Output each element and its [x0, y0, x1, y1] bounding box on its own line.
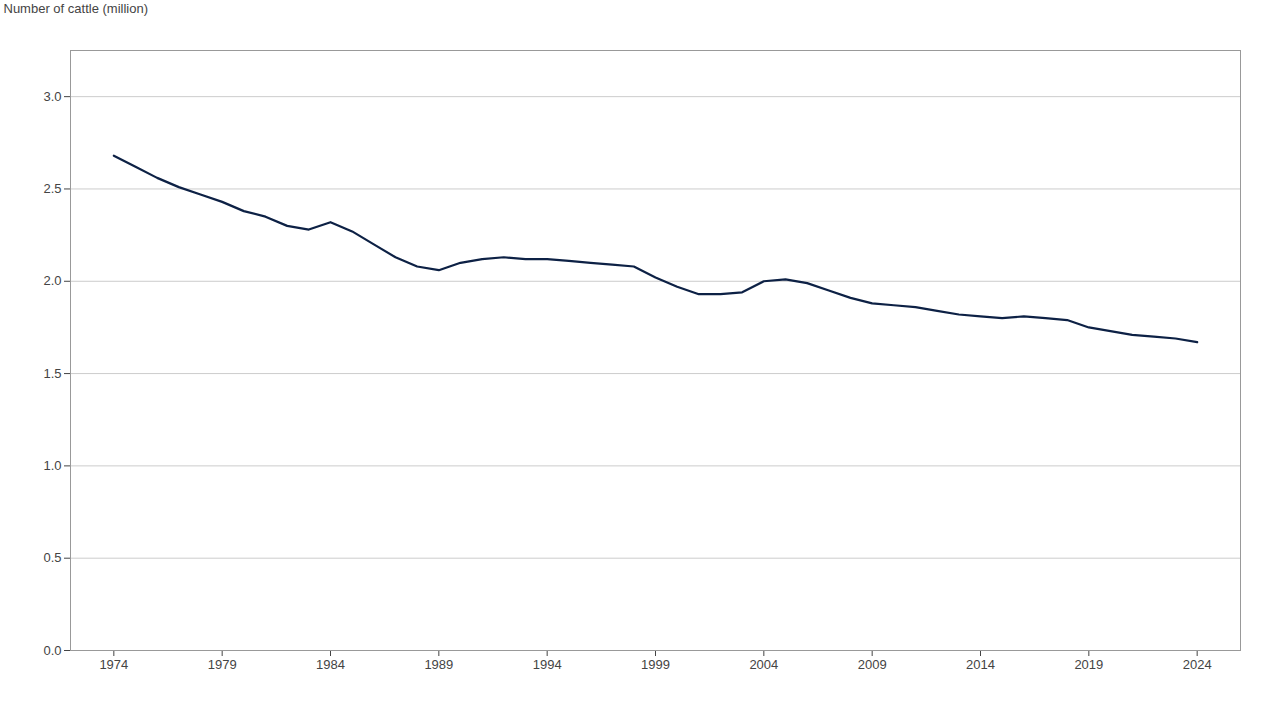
- svg-text:2009: 2009: [858, 657, 887, 672]
- svg-text:1999: 1999: [641, 657, 670, 672]
- svg-text:1.5: 1.5: [43, 366, 61, 381]
- svg-text:1979: 1979: [208, 657, 237, 672]
- svg-text:1989: 1989: [424, 657, 453, 672]
- svg-text:1984: 1984: [316, 657, 345, 672]
- svg-text:2014: 2014: [966, 657, 995, 672]
- svg-text:3.0: 3.0: [43, 89, 61, 104]
- svg-text:2.0: 2.0: [43, 273, 61, 288]
- svg-text:0.5: 0.5: [43, 550, 61, 565]
- svg-text:1974: 1974: [99, 657, 128, 672]
- svg-text:2024: 2024: [1183, 657, 1212, 672]
- svg-text:2019: 2019: [1074, 657, 1103, 672]
- svg-text:1.0: 1.0: [43, 458, 61, 473]
- svg-text:0.0: 0.0: [43, 643, 61, 658]
- svg-text:2004: 2004: [749, 657, 778, 672]
- svg-text:2.5: 2.5: [43, 181, 61, 196]
- svg-text:1994: 1994: [533, 657, 562, 672]
- svg-text:Number of cattle (million): Number of cattle (million): [4, 1, 149, 16]
